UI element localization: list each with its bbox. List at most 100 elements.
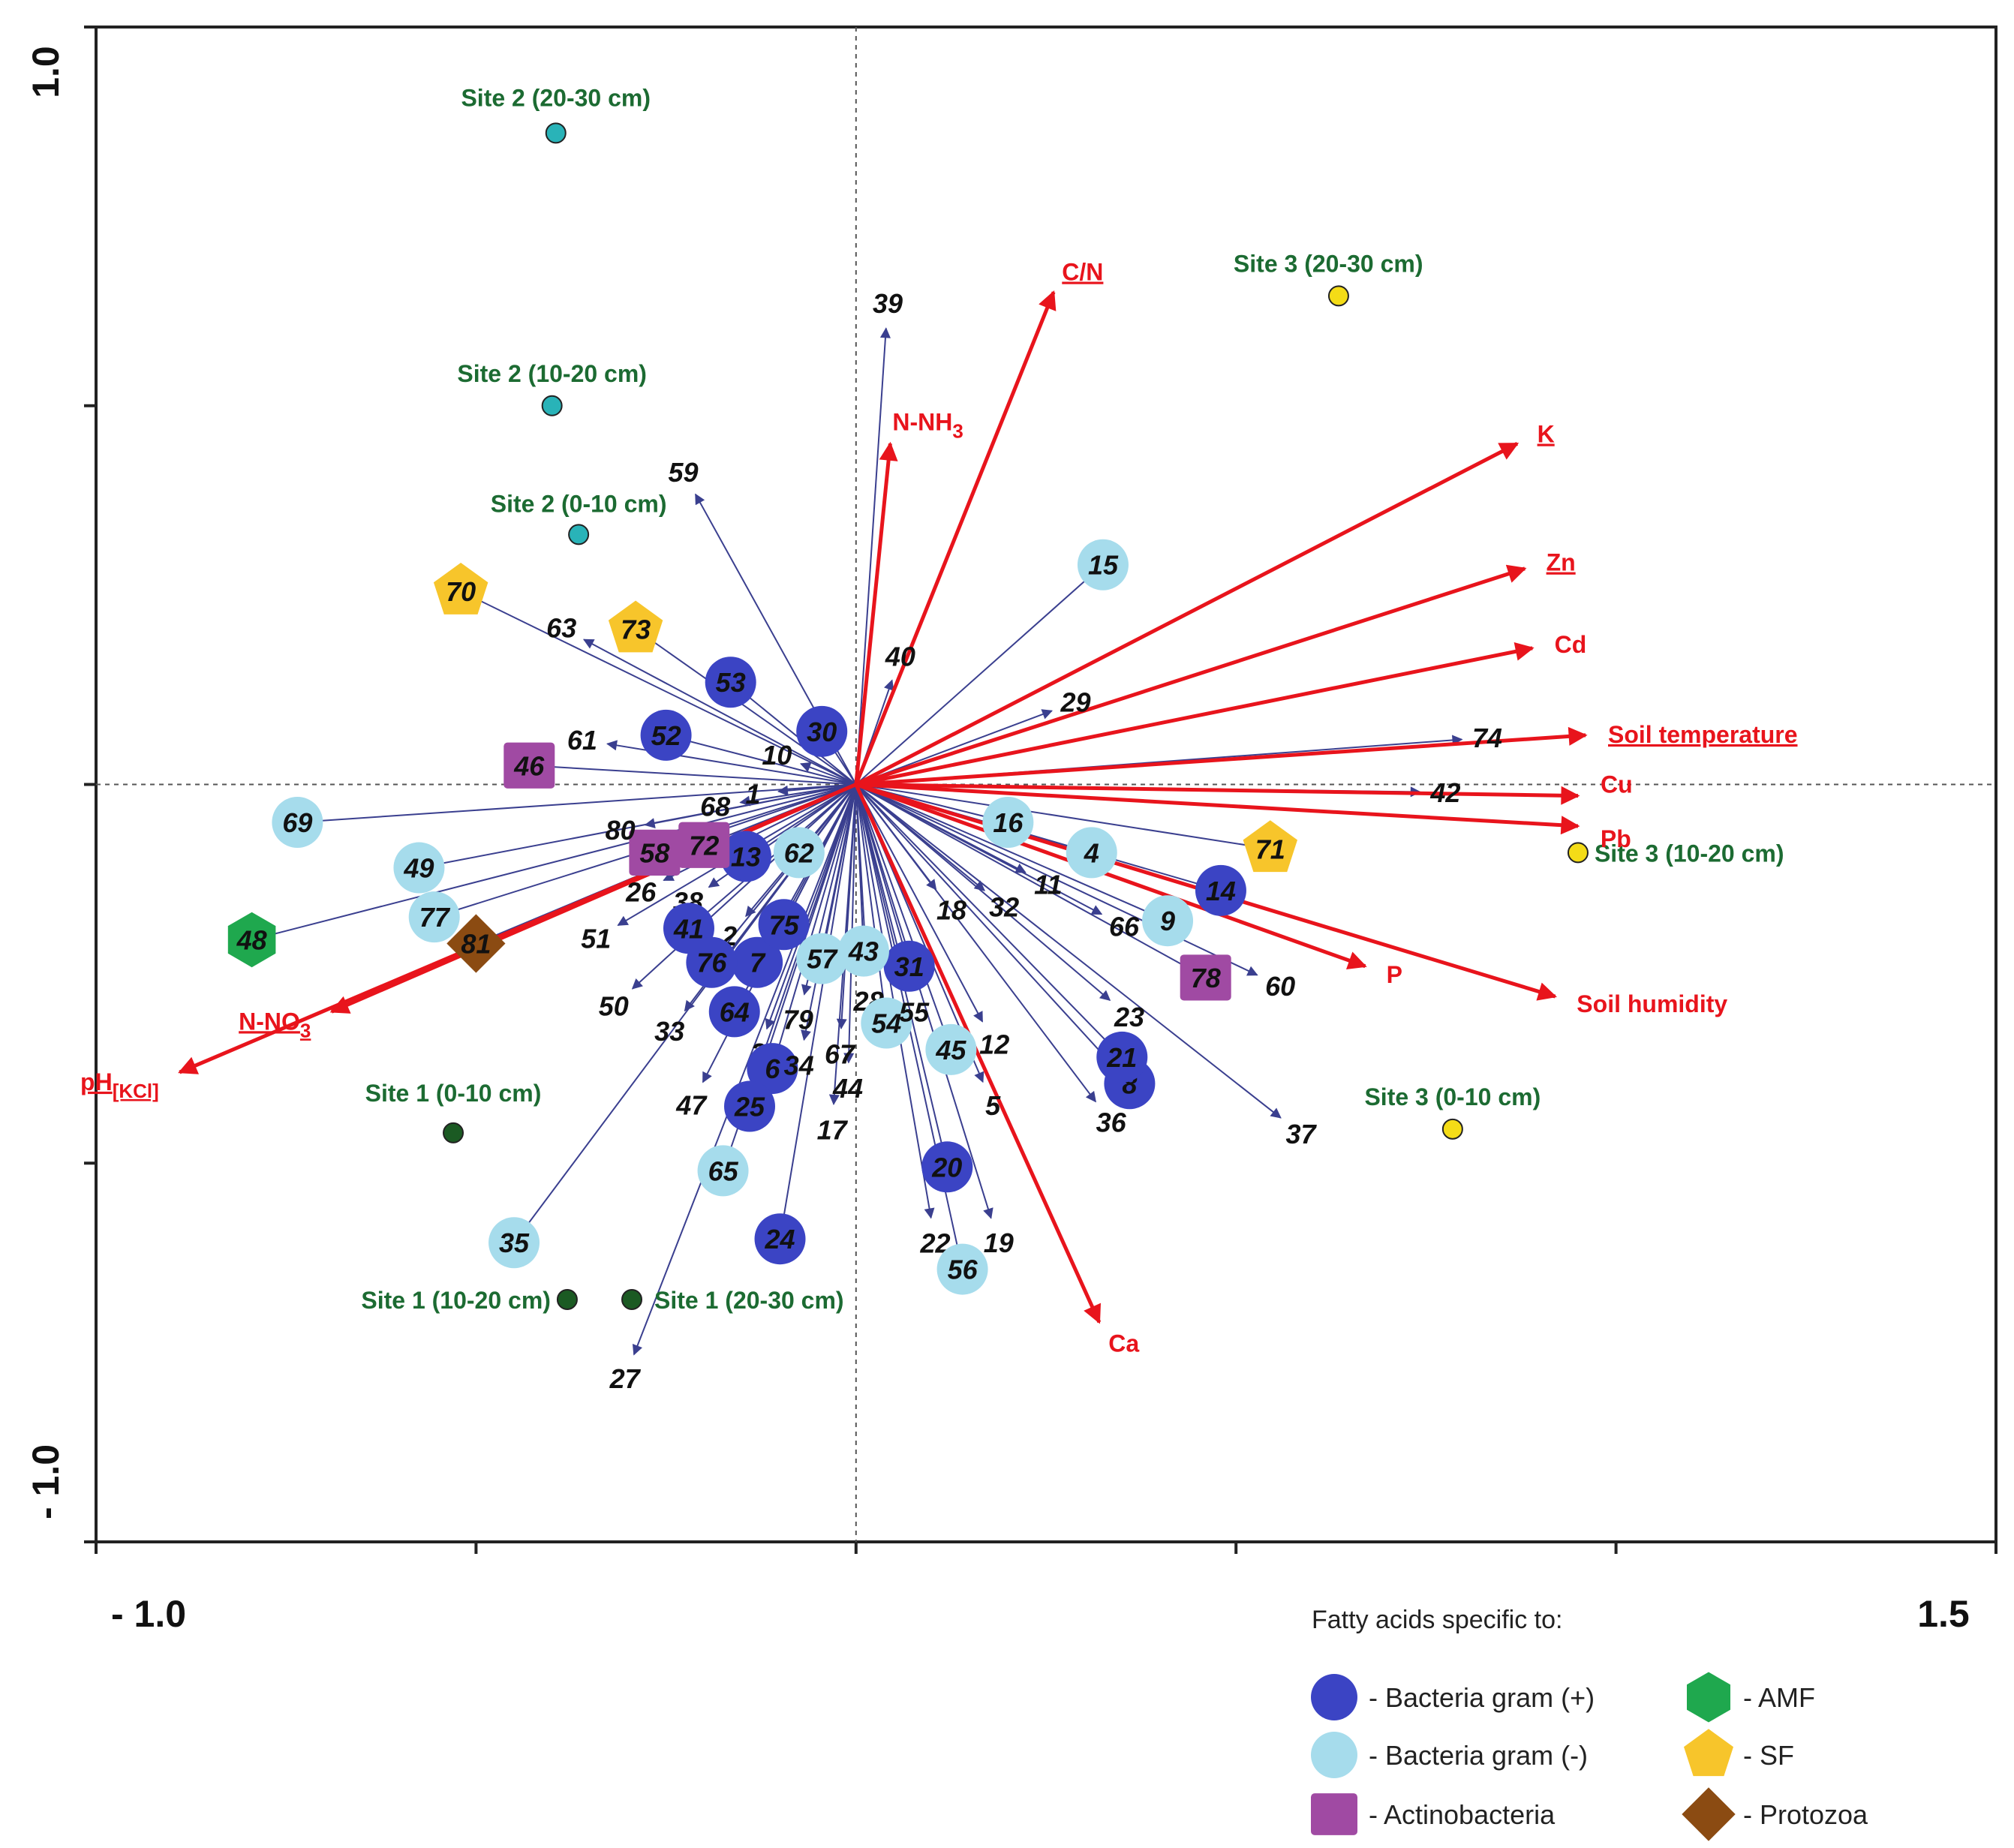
fa-vector-43 <box>855 784 869 952</box>
fa-label: 44 <box>832 1073 863 1104</box>
fa-vector-46 <box>528 761 856 786</box>
fa-vector-66 <box>855 783 1103 915</box>
legend-swatch-protozoa <box>1682 1787 1736 1841</box>
fa-marker-25 <box>724 1080 776 1132</box>
fa-vector-21 <box>855 783 1123 1058</box>
fa-vector-36 <box>855 783 1096 1103</box>
fa-marker-71 <box>1243 820 1297 873</box>
fa-vector-44 <box>843 784 857 1064</box>
site-label: Site 2 (10-20 cm) <box>457 360 647 387</box>
fa-vector-27 <box>632 784 857 1356</box>
fa-label: 58 <box>639 837 669 868</box>
zero-lines <box>96 27 1996 1542</box>
fa-label: 20 <box>931 1152 962 1182</box>
fa-label: 13 <box>731 841 761 872</box>
site-point <box>1327 285 1349 307</box>
site-points: Site 1 (0-10 cm) Site 1 (10-20 cm) Site 1 … <box>361 84 1784 1314</box>
fa-marker-46 <box>504 742 555 789</box>
fa-label: 74 <box>1472 723 1502 753</box>
fa-label: 61 <box>567 725 597 756</box>
fa-marker-7 <box>732 936 783 988</box>
fa-marker-14 <box>1195 864 1246 916</box>
fa-marker-43 <box>837 925 889 977</box>
fa-label: 31 <box>894 951 924 982</box>
legend-title: Fatty acids specific to: <box>1312 1606 1562 1634</box>
fa-label: 9 <box>1160 906 1175 936</box>
env-vector-7 <box>855 783 1580 835</box>
fa-marker-35 <box>488 1217 540 1269</box>
legend-swatch-gram_neg <box>1311 1732 1357 1778</box>
fa-vector-9 <box>855 783 1169 922</box>
fa-label: 53 <box>716 667 746 698</box>
fa-marker-81 <box>446 914 506 973</box>
legend-swatch-sf <box>1684 1729 1733 1777</box>
fa-vector-69 <box>296 783 856 828</box>
env-vector-0 <box>854 290 1057 786</box>
fa-marker-6 <box>747 1043 798 1095</box>
environment-vector-labels: C/N N-NH3 K Zn Cd Soil temperature Cu Pb P Soil h… <box>80 259 1797 1357</box>
site-point <box>541 395 563 416</box>
fa-marker-15 <box>1077 539 1129 590</box>
fa-label: 11 <box>1034 870 1062 900</box>
fa-marker-73 <box>608 600 663 653</box>
fa-vector-31 <box>855 784 912 968</box>
fa-marker-65 <box>697 1145 749 1197</box>
fa-vector-23 <box>855 783 1111 1002</box>
fa-vector-80 <box>644 783 856 828</box>
x-tick-label-max: 1.5 <box>1917 1593 1970 1635</box>
fa-label: 73 <box>621 614 651 645</box>
fa-marker-53 <box>705 657 756 708</box>
legend-label: - Bacteria gram (+) <box>1369 1682 1595 1713</box>
legend-label: - AMF <box>1743 1682 1815 1713</box>
fa-label: 5 <box>985 1090 1001 1121</box>
fa-vector-3 <box>765 784 857 1030</box>
fatty-acid-markers: 1234567891011121314151617181920212223242… <box>227 288 1502 1394</box>
fa-label: 60 <box>1265 971 1295 1002</box>
fa-label: 16 <box>993 807 1024 838</box>
fa-marker-62 <box>773 827 825 879</box>
legend-label: - Protozoa <box>1743 1799 1868 1830</box>
fa-marker-49 <box>393 842 445 894</box>
fa-vector-12 <box>855 784 984 1023</box>
y-tick-label-max: 1.0 <box>25 46 67 98</box>
env-vector-label: K <box>1538 421 1555 448</box>
fa-label: 62 <box>784 837 814 868</box>
fa-label: 78 <box>1191 963 1221 993</box>
fa-vector-76 <box>711 783 857 963</box>
fa-vector-67 <box>836 784 857 1029</box>
env-vector-label: P <box>1387 961 1402 988</box>
fa-label: 18 <box>936 895 966 926</box>
env-vector-label: Zn <box>1547 549 1576 576</box>
fa-label: 36 <box>1096 1107 1127 1137</box>
fa-label: 35 <box>499 1227 530 1258</box>
fa-vector-10 <box>799 762 857 786</box>
fa-marker-21 <box>1096 1031 1148 1083</box>
env-vector-1 <box>854 441 898 785</box>
fa-marker-4 <box>1066 827 1117 879</box>
fa-marker-31 <box>883 940 935 992</box>
fa-label: 68 <box>700 792 730 822</box>
site-point <box>1441 1118 1463 1140</box>
fa-label: 14 <box>1206 876 1236 906</box>
env-vector-label: N-NO3 <box>239 1008 311 1041</box>
fa-marker-16 <box>982 796 1034 848</box>
site-point <box>1567 842 1589 864</box>
fa-marker-24 <box>754 1213 806 1265</box>
fa-label: 55 <box>899 996 930 1027</box>
env-vector-2 <box>855 442 1520 786</box>
fa-vector-52 <box>665 732 857 786</box>
env-vector-label: N-NH3 <box>892 408 963 442</box>
site-label: Site 3 (0-10 cm) <box>1364 1083 1541 1110</box>
fa-marker-20 <box>921 1141 973 1193</box>
site-point <box>568 524 590 545</box>
legend-label: - Bacteria gram (-) <box>1369 1740 1588 1771</box>
fa-marker-48 <box>227 912 276 968</box>
env-vector-3 <box>855 564 1527 786</box>
fa-label: 48 <box>236 924 267 955</box>
fa-vector-37 <box>855 783 1282 1119</box>
fa-label: 19 <box>984 1227 1014 1258</box>
fa-vector-48 <box>251 783 857 943</box>
fa-label: 29 <box>1060 687 1090 717</box>
fa-marker-52 <box>640 709 692 761</box>
fa-marker-77 <box>408 891 460 943</box>
